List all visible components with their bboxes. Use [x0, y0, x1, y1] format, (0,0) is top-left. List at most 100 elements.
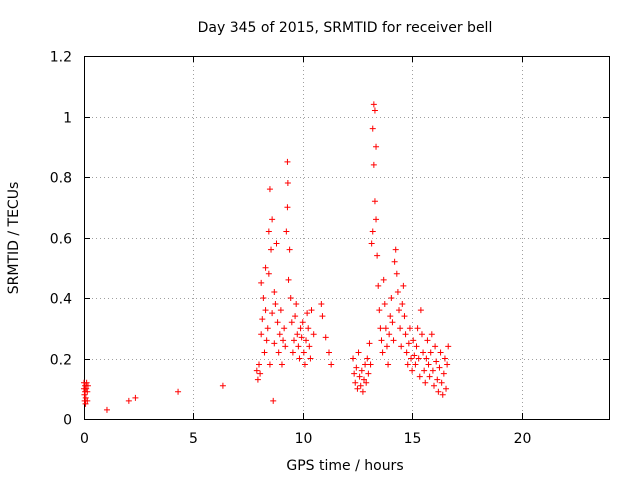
data-point — [284, 204, 291, 211]
data-point — [271, 340, 278, 347]
grid — [84, 56, 609, 419]
data-point — [369, 125, 376, 132]
data-point — [405, 340, 412, 347]
data-point — [385, 361, 392, 368]
data-point — [365, 370, 372, 377]
data-point — [428, 331, 435, 338]
data-point — [374, 252, 381, 259]
data-point — [301, 361, 308, 368]
data-point — [361, 376, 367, 383]
data-point — [300, 349, 307, 356]
data-point — [392, 246, 399, 253]
data-point — [357, 382, 364, 389]
data-point — [253, 367, 260, 374]
data-point — [264, 325, 271, 332]
data-point — [82, 400, 89, 407]
y-tick-label: 0.6 — [50, 232, 72, 248]
data-point — [265, 270, 272, 277]
data-point — [326, 349, 332, 356]
data-point — [409, 367, 416, 374]
data-point — [441, 355, 448, 362]
data-point — [310, 331, 317, 338]
data-point — [426, 373, 433, 380]
data-point — [380, 276, 387, 283]
data-point — [288, 319, 295, 326]
data-point — [382, 325, 389, 332]
data-point — [445, 343, 452, 350]
data-point — [440, 370, 447, 377]
data-point — [280, 337, 287, 344]
data-point — [283, 228, 290, 235]
data-point — [381, 301, 388, 308]
data-point — [276, 331, 283, 338]
data-point — [429, 367, 436, 374]
data-point — [427, 349, 434, 356]
data-point — [415, 355, 422, 362]
data-point — [269, 310, 276, 317]
data-point — [373, 216, 380, 223]
data-point — [308, 307, 315, 314]
data-point — [284, 158, 291, 165]
data-point — [425, 361, 432, 368]
data-point — [431, 382, 437, 389]
data-point — [132, 394, 139, 401]
data-point — [319, 313, 326, 320]
data-point — [417, 307, 424, 314]
data-point — [432, 343, 439, 350]
data-point — [285, 276, 292, 283]
data-point — [354, 385, 361, 392]
data-point — [303, 337, 310, 344]
data-point — [268, 246, 275, 253]
data-point — [352, 379, 359, 386]
data-point — [262, 307, 269, 314]
data-point — [322, 334, 329, 341]
data-point — [359, 388, 366, 395]
data-point — [295, 343, 302, 350]
data-point — [364, 355, 371, 362]
data-point — [304, 310, 311, 317]
data-point — [418, 331, 425, 338]
data-point — [444, 361, 451, 368]
data-point — [414, 325, 421, 332]
data-point — [436, 364, 443, 371]
y-tick-label: 1 — [63, 111, 72, 127]
data-point — [402, 331, 409, 338]
data-points — [81, 101, 452, 413]
data-point — [371, 198, 378, 205]
data-point — [410, 337, 417, 344]
data-point — [282, 343, 289, 350]
data-point — [328, 361, 335, 368]
data-point — [406, 325, 413, 332]
data-point — [362, 361, 369, 368]
data-point — [412, 361, 419, 368]
data-point — [84, 382, 91, 389]
data-point — [351, 370, 358, 377]
data-point — [262, 264, 269, 271]
data-point — [269, 216, 276, 223]
data-point — [175, 388, 182, 395]
data-point — [254, 376, 261, 383]
data-point — [263, 337, 270, 344]
data-point — [376, 307, 383, 314]
data-point — [307, 355, 314, 362]
data-point — [293, 301, 300, 308]
data-point — [396, 307, 402, 314]
data-point — [291, 337, 297, 344]
data-point — [397, 325, 404, 332]
data-point — [260, 295, 267, 301]
data-point — [413, 343, 420, 350]
data-point — [369, 228, 376, 235]
data-point — [403, 349, 410, 356]
data-point — [274, 319, 281, 326]
data-point — [388, 295, 395, 301]
data-point — [350, 355, 357, 362]
data-point — [398, 343, 405, 350]
data-point — [289, 349, 296, 356]
data-point — [433, 358, 440, 365]
x-tick-label: 0 — [80, 431, 89, 447]
data-point — [379, 349, 386, 356]
y-tick-label: 0.4 — [50, 292, 72, 308]
data-point — [265, 228, 272, 235]
data-point — [284, 180, 291, 187]
data-point — [373, 143, 380, 150]
